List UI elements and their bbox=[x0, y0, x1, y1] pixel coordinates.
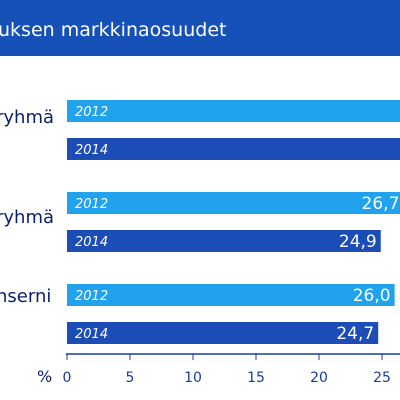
x-tick-label: 25 bbox=[373, 370, 391, 386]
x-tick-label: 0 bbox=[63, 370, 72, 386]
bar-year-label: 2012 bbox=[75, 289, 108, 304]
bar-year-label: 2014 bbox=[75, 235, 108, 250]
bar-2012 bbox=[67, 192, 400, 214]
bar-value-label: 26,0 bbox=[353, 286, 391, 306]
chart-title: uksen markkinaosuudet bbox=[0, 19, 226, 41]
x-tick-label: 15 bbox=[247, 370, 265, 386]
bar-2014 bbox=[67, 322, 379, 344]
bars-layer: 2012 2014 2012 26,7 2014 24,9 2012 26,0 2014 24,7 bbox=[67, 100, 400, 344]
category-label: ryhmä bbox=[0, 107, 54, 128]
category-label: nserni bbox=[0, 286, 51, 307]
category-labels: ryhmä ryhmä nserni bbox=[0, 107, 54, 307]
bar-year-label: 2012 bbox=[75, 105, 108, 120]
header-band bbox=[0, 0, 400, 56]
bar-2012 bbox=[67, 100, 400, 122]
bar-2014 bbox=[67, 138, 400, 160]
bar-value-label: 24,7 bbox=[336, 324, 374, 344]
x-tick-label: 10 bbox=[184, 370, 202, 386]
category-label: ryhmä bbox=[0, 207, 54, 228]
x-tick-label: 5 bbox=[126, 370, 135, 386]
x-axis-unit: % bbox=[37, 367, 52, 386]
bar-year-label: 2014 bbox=[75, 143, 108, 158]
bar-2012 bbox=[67, 284, 395, 306]
bar-year-label: 2014 bbox=[75, 327, 108, 342]
x-tick-label: 20 bbox=[310, 370, 328, 386]
x-axis: % 0 5 10 15 20 25 bbox=[37, 353, 400, 386]
bar-value-label: 24,9 bbox=[339, 232, 377, 252]
bar-year-label: 2012 bbox=[75, 197, 108, 212]
bar-value-label: 26,7 bbox=[362, 194, 400, 214]
bar-2014 bbox=[67, 230, 381, 252]
